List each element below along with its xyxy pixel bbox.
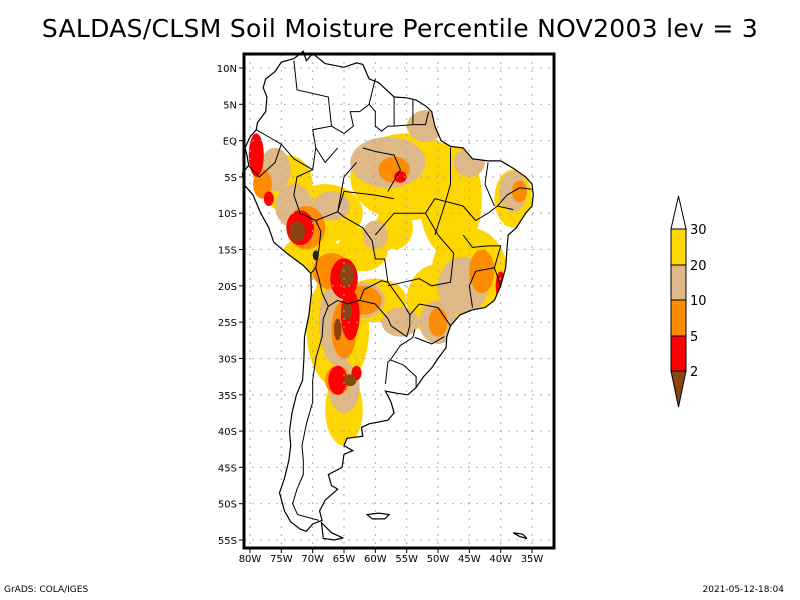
colorbar-bin-10-20 [670,264,687,301]
colorbar-label: 30 [690,223,707,238]
x-tick-label: 45W [458,554,481,565]
x-tick-label: 75W [270,554,293,565]
y-tick-label: EQ [223,137,237,148]
coastline [241,50,534,541]
colorbar-bin-2-5 [670,335,687,372]
colorbar-cap-top [670,195,687,230]
border-line-25 [337,162,357,212]
y-tick-label: 45S [218,463,237,474]
lake-titicaca [312,250,319,261]
border-line-4 [331,103,370,135]
y-axis: 10N 5N EQ 5S 10S 15S 20S 25S 30S 35S 40S 45S 50S 55S [217,64,244,547]
border-line-24 [315,147,339,164]
percentile-fields [248,110,532,446]
colorbar-label: 10 [690,294,707,309]
colorbar-bin-20-30 [670,228,687,266]
border-line-22 [497,187,533,207]
border-line-3 [368,78,430,132]
y-tick-label: 5S [224,173,237,184]
field-patch-16 [453,147,486,177]
border-line-15 [434,147,451,236]
y-tick-label: 5N [223,100,237,111]
x-axis: 80W 75W 70W 65W 60W 55W 50W 45W 40W 35W [239,548,544,565]
x-tick-label: 55W [395,554,418,565]
colorbar-label: 5 [690,330,698,345]
y-tick-label: 35S [218,391,237,402]
border-line-11 [389,329,416,361]
coastline-south-america [241,50,534,533]
field-patch-46 [263,191,274,206]
colorbar-label: 2 [690,365,698,380]
field-patch-48 [339,263,355,287]
x-tick-label: 70W [301,554,324,565]
x-tick-label: 40W [489,554,512,565]
field-patch-30 [469,249,495,294]
field-patch-49 [342,302,353,320]
y-tick-label: 50S [218,500,237,511]
y-tick-label: 10S [218,209,237,220]
grads-credit: GrADS: COLA/IGES [4,585,89,595]
colorbar-label: 20 [690,259,707,274]
border-line-19 [409,303,451,327]
coastline-tierra-del-fuego [320,520,345,541]
colorbar-bin-5-10 [670,299,687,337]
border-line-10 [384,359,417,388]
chart-title: SALDAS/CLSM Soil Moisture Percentile NOV… [41,14,759,43]
field-patch-37 [253,169,272,199]
border-line-21 [462,234,502,268]
field-patch-38 [248,133,264,177]
y-tick-label: 30S [218,354,237,365]
coastline-falklands [365,512,391,520]
x-tick-label: 60W [364,554,387,565]
field-patch-44 [394,171,407,183]
border-line-8 [359,281,411,338]
coastline-south-georgia [512,532,528,540]
x-tick-label: 80W [239,554,262,565]
border-line-12 [387,198,464,287]
border-line-18 [468,267,502,308]
colorbar-cap-bottom [670,370,687,408]
border-line-13 [462,205,514,222]
field-patch-50 [344,374,357,387]
y-tick-label: 55S [218,536,237,547]
x-tick-label: 35W [521,554,544,565]
border-line-20 [414,336,445,345]
field-patch-42 [328,365,348,395]
border-line-23 [362,147,401,192]
y-tick-label: 40S [218,427,237,438]
plot-frame [242,52,556,550]
x-tick-label: 65W [333,554,356,565]
field-layer [248,110,532,446]
field-patch-29 [511,180,527,203]
x-tick-label: 50W [427,554,450,565]
y-tick-label: 20S [218,282,237,293]
border-line-17 [337,190,395,212]
colorbar: 2 5 10 20 30 [670,195,707,408]
y-tick-label: 10N [217,64,237,75]
border-line-14 [484,162,495,207]
y-tick-label: 25S [218,318,237,329]
y-tick-label: 15S [218,246,237,257]
border-line-7 [315,211,389,307]
border-line-16 [374,212,426,236]
timestamp: 2021-05-12-18:04 [702,585,785,595]
border-line-1 [247,144,282,178]
field-patch-51 [333,318,342,341]
border-line-9 [292,306,329,521]
field-patch-47 [288,221,306,242]
